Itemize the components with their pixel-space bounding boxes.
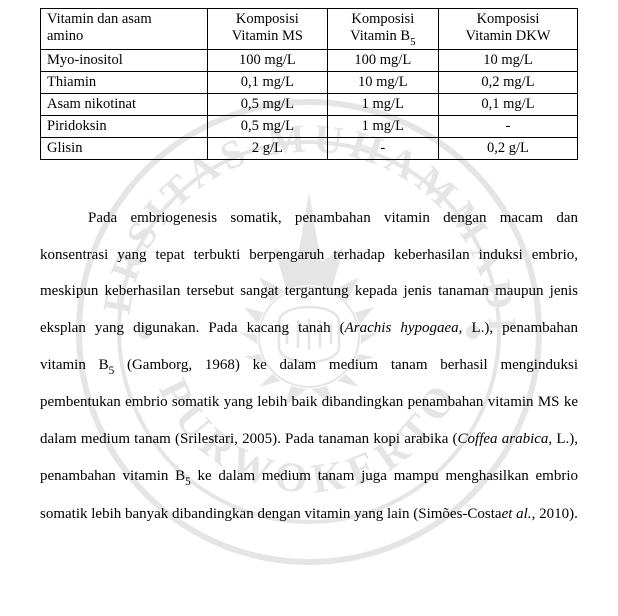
cell-b5: 10 mg/L (327, 71, 438, 93)
table-row: Asam nikotinat 0,5 mg/L 1 mg/L 0,1 mg/L (41, 93, 578, 115)
header-col-3: Komposisi Vitamin B5 (327, 9, 438, 50)
cell-name: Asam nikotinat (41, 93, 208, 115)
cell-name: Myo-inositol (41, 49, 208, 71)
header-col-4: Komposisi Vitamin DKW (438, 9, 577, 50)
cell-b5: 1 mg/L (327, 93, 438, 115)
cell-b5: 100 mg/L (327, 49, 438, 71)
body-paragraph: Pada embriogenesis somatik, penambahan v… (40, 200, 578, 532)
document-content: Vitamin dan asam amino Komposisi Vitamin… (0, 0, 618, 532)
table-row: Piridoksin 0,5 mg/L 1 mg/L - (41, 115, 578, 137)
cell-dkw: - (438, 115, 577, 137)
table-row: Glisin 2 g/L - 0,2 g/L (41, 137, 578, 159)
cell-name: Thiamin (41, 71, 208, 93)
cell-b5: 1 mg/L (327, 115, 438, 137)
table-row: Thiamin 0,1 mg/L 10 mg/L 0,2 mg/L (41, 71, 578, 93)
cell-name: Glisin (41, 137, 208, 159)
cell-name: Piridoksin (41, 115, 208, 137)
header-col-2: Komposisi Vitamin MS (208, 9, 328, 50)
cell-b5: - (327, 137, 438, 159)
cell-ms: 100 mg/L (208, 49, 328, 71)
cell-ms: 0,5 mg/L (208, 93, 328, 115)
vitamin-composition-table: Vitamin dan asam amino Komposisi Vitamin… (40, 8, 578, 160)
cell-ms: 0,5 mg/L (208, 115, 328, 137)
table-row: Myo-inositol 100 mg/L 100 mg/L 10 mg/L (41, 49, 578, 71)
cell-dkw: 0,1 mg/L (438, 93, 577, 115)
cell-ms: 0,1 mg/L (208, 71, 328, 93)
cell-dkw: 0,2 mg/L (438, 71, 577, 93)
header-col-1: Vitamin dan asam amino (41, 9, 208, 50)
cell-dkw: 0,2 g/L (438, 137, 577, 159)
table-header-row: Vitamin dan asam amino Komposisi Vitamin… (41, 9, 578, 50)
cell-dkw: 10 mg/L (438, 49, 577, 71)
cell-ms: 2 g/L (208, 137, 328, 159)
